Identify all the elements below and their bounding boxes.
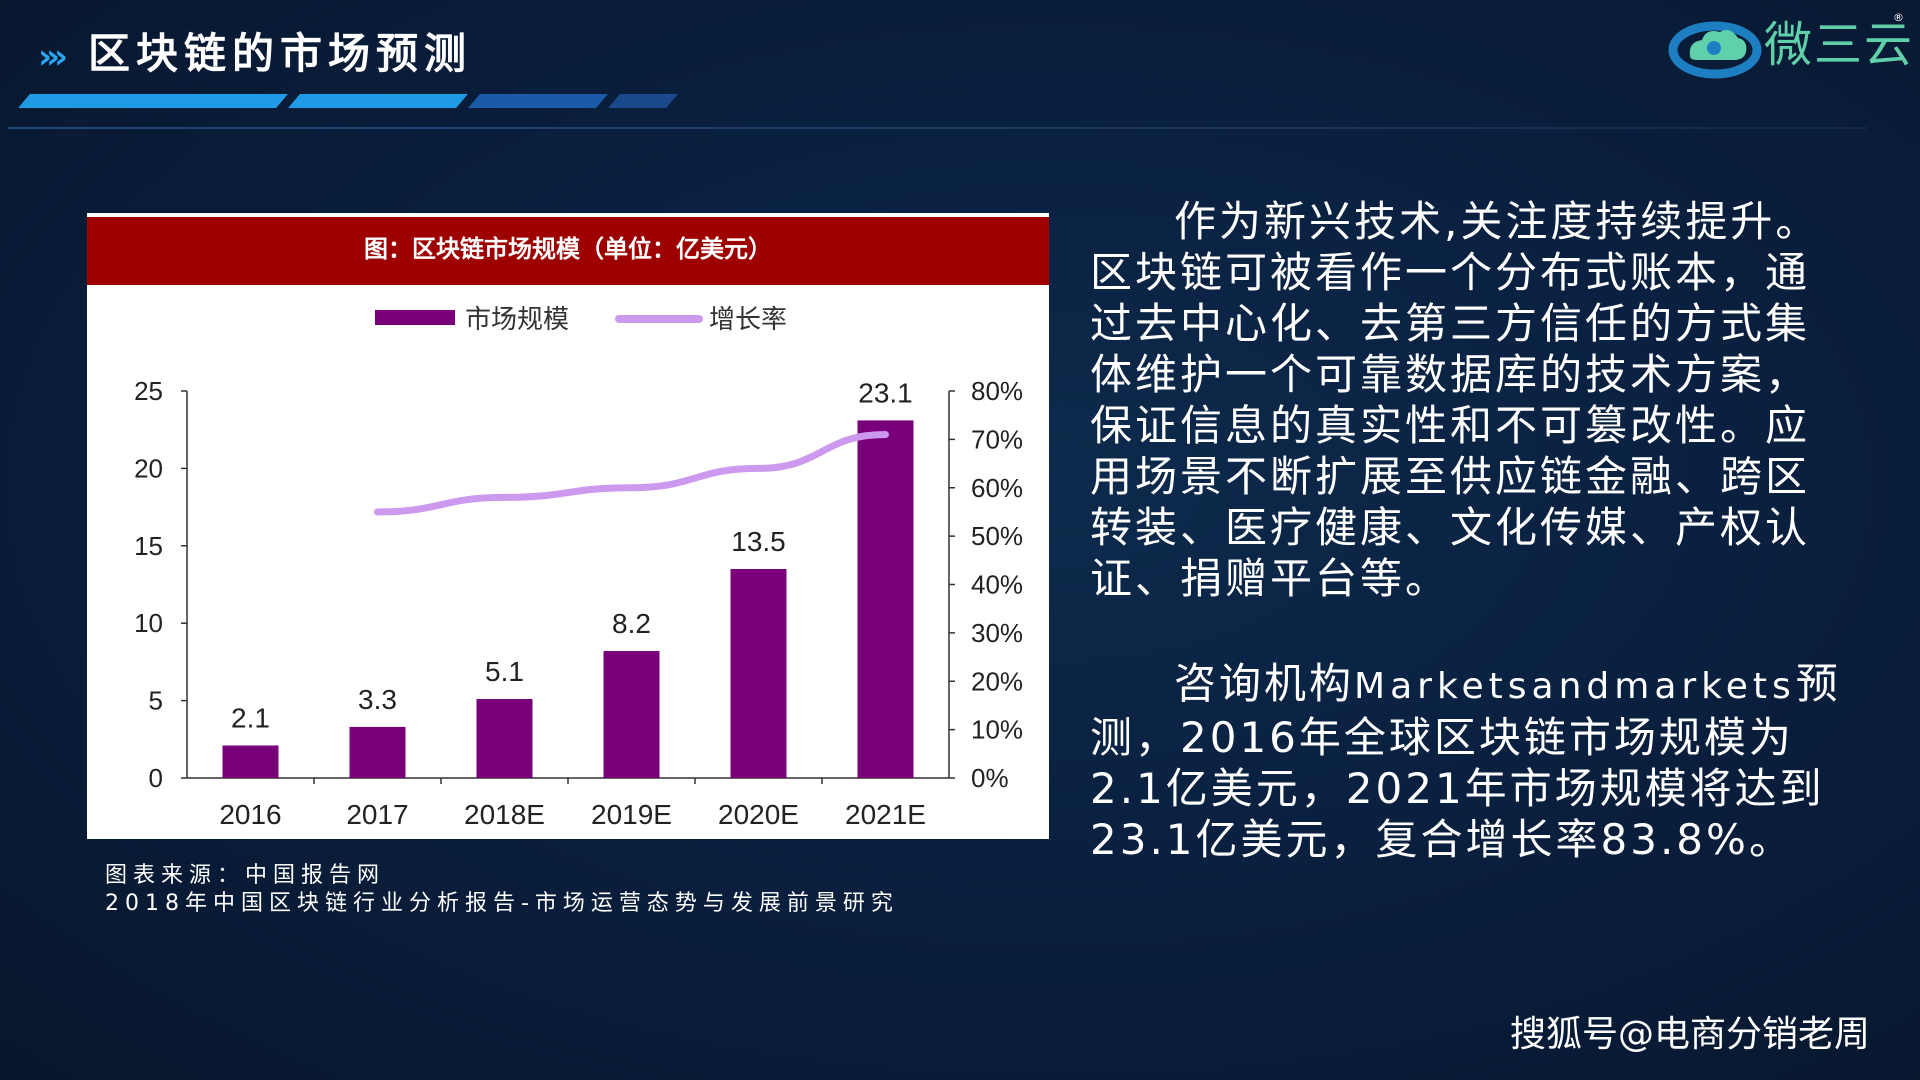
bar-2017 <box>349 726 406 778</box>
y-left-tick-label: 0 <box>149 763 163 793</box>
paragraph-2-lead: 咨询机构 <box>1174 659 1355 708</box>
growth-rate-line <box>374 431 889 516</box>
data-label: 3.3 <box>358 684 397 715</box>
paragraph-2-company: Marketsandmarkets <box>1354 666 1796 707</box>
x-tick-label: 2018E <box>464 799 545 830</box>
paragraph-1: 作为新兴技术,关注度持续提升。区块链可被看作一个分布式账本，通过去中心化、去第三… <box>1090 197 1821 603</box>
y-right-tick-label: 0% <box>971 763 1009 793</box>
y-left-tick-label: 15 <box>134 531 163 561</box>
y-right-tick-label: 70% <box>971 424 1023 454</box>
chart-card-header: 图：区块链市场规模（单位：亿美元） <box>87 213 1049 285</box>
data-label: 5.1 <box>485 656 524 687</box>
watermark: 搜狐号@电商分销老周 <box>1509 1014 1870 1055</box>
page-title: 区块链的市场预测 <box>88 29 473 78</box>
data-label: 8.2 <box>612 608 651 639</box>
y-right-tick-label: 40% <box>971 570 1023 600</box>
logo-text: 微三云 <box>1764 17 1915 73</box>
y-right-tick-label: 10% <box>971 715 1023 745</box>
y-right-tick-label: 80% <box>971 376 1023 406</box>
y-right-tick-label: 30% <box>971 618 1023 648</box>
header-bar-3 <box>468 94 608 108</box>
header-divider <box>8 127 1868 129</box>
x-tick-label: 2016 <box>219 799 281 830</box>
legend-label-growth-rate: 增长率 <box>709 305 787 335</box>
y-left-tick-label: 25 <box>134 376 163 406</box>
paragraph-2-rest: 预测，2016年全球区块链市场规模为2.1亿美元，2021年市场规模将达到23.… <box>1090 659 1841 864</box>
x-tick-label: 2019E <box>591 799 672 830</box>
header-bar-2 <box>288 94 468 108</box>
header-bar-1 <box>18 94 288 108</box>
market-size-chart: 0 5 10 15 20 25 0% 10% 20% 30% 40% 50% 60% 70% 80% 2.1 2… <box>134 305 1023 830</box>
y-right-tick-label: 20% <box>971 666 1023 696</box>
bar-2018E <box>476 699 533 778</box>
paragraph-2: 咨询机构Marketsandmarkets预测，2016年全球区块链市场规模为2… <box>1090 658 1850 865</box>
data-label: 13.5 <box>731 526 786 557</box>
source-line-2: 2018年中国区块链行业分析报告-市场运营态势与发展前景研究 <box>105 891 899 916</box>
logo-cloud-icon <box>1668 21 1762 79</box>
data-label: 2.1 <box>231 702 270 733</box>
y-right-tick-label: 50% <box>971 521 1023 551</box>
x-tick-label: 2017 <box>346 799 408 830</box>
bar-2021E <box>857 420 914 778</box>
y-right-tick-label: 60% <box>971 473 1023 503</box>
bar-2016 <box>222 745 279 778</box>
x-tick-label: 2020E <box>718 799 799 830</box>
source-line-1: 图表来源：中国报告网 <box>105 863 386 888</box>
y-left-tick-label: 20 <box>134 453 163 483</box>
header-arrows-icon: ››› <box>38 37 68 77</box>
bar-2019E <box>603 651 660 778</box>
bar-2020E <box>730 569 787 778</box>
legend-swatch-market-size <box>375 310 455 325</box>
x-tick-label: 2021E <box>845 799 926 830</box>
chart-card: 图：区块链市场规模（单位：亿美元） 0 5 10 15 20 25 0% 10% 20% 30% 4… <box>87 213 1049 839</box>
legend-label-market-size: 市场规模 <box>465 305 569 335</box>
logo-registered-mark: ® <box>1893 11 1904 24</box>
y-left-tick-label: 10 <box>134 608 163 638</box>
header-bar-4 <box>608 94 678 108</box>
chart-title: 图：区块链市场规模（单位：亿美元） <box>364 234 772 263</box>
y-left-tick-label: 5 <box>149 686 163 716</box>
data-label: 23.1 <box>858 377 913 408</box>
